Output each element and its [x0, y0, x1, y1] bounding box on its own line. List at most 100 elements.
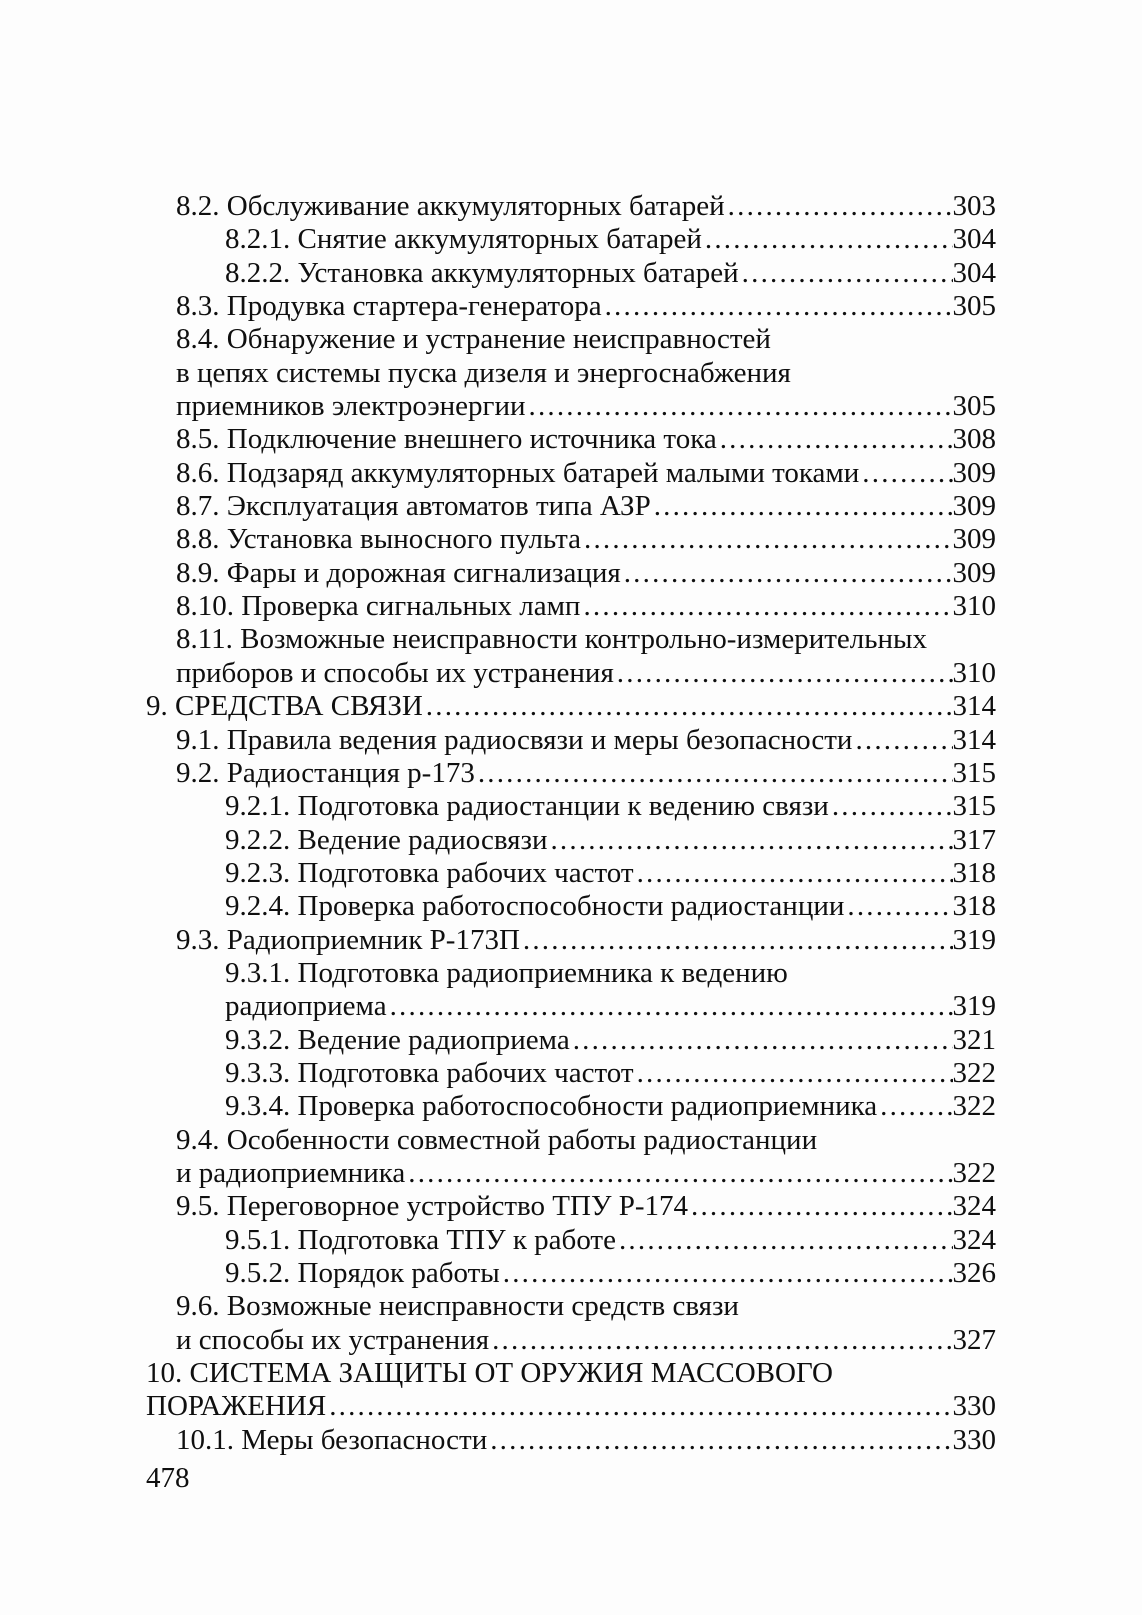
page-number: 318	[952, 856, 997, 889]
toc-line: 9.6. Возможные неисправности средств свя…	[146, 1290, 996, 1323]
toc-line: 9.1. Правила ведения радиосвязи и меры б…	[146, 724, 996, 757]
toc-line-text: радиоприема	[225, 990, 387, 1023]
toc-line-text: 9.3.3. Подготовка рабочих частот	[225, 1056, 634, 1089]
toc-line-text: 9.3.1. Подготовка радиоприемника к веден…	[225, 956, 788, 989]
toc-line: 9.3.3. Подготовка рабочих частот 322	[146, 1057, 996, 1090]
toc-line-text: в цепях системы пуска дизеля и энергосна…	[176, 356, 791, 389]
page-number: 315	[952, 790, 997, 823]
toc-line: в цепях системы пуска дизеля и энергосна…	[146, 357, 996, 390]
page-number: 305	[952, 390, 997, 423]
page-number: 319	[952, 990, 997, 1023]
dot-leader	[829, 790, 953, 823]
toc-line-text: и способы их устранения	[176, 1323, 490, 1356]
toc-line-text: 9.3. Радиоприемник Р-173П	[176, 923, 520, 956]
page-number: 322	[952, 1156, 997, 1189]
toc-line: радиоприема 319	[146, 990, 996, 1023]
dot-leader	[614, 657, 953, 690]
page-number: 314	[952, 723, 997, 756]
toc-line-text: 8.8. Установка выносного пульта	[176, 523, 582, 556]
page-number: 305	[952, 290, 997, 323]
toc-line: 8.7. Эксплуатация автоматов типа АЗР 309	[146, 490, 996, 523]
toc-line: 8.8. Установка выносного пульта 309	[146, 523, 996, 556]
toc-line-text: 9.2.2. Ведение радиосвязи	[225, 823, 548, 856]
toc-line-text: 9.5.2. Порядок работы	[225, 1257, 500, 1289]
toc-line-text: ПОРАЖЕНИЯ	[146, 1390, 327, 1423]
dot-leader	[634, 1057, 953, 1090]
toc-line: 8.3. Продувка стартера-генератора 305	[146, 290, 996, 323]
toc-line-text: 8.10. Проверка сигнальных ламп	[176, 590, 581, 623]
page-number: 317	[952, 823, 997, 856]
page-number: 309	[952, 490, 997, 523]
toc-line: 8.11. Возможные неисправности контрольно…	[146, 623, 996, 656]
toc-line-text: 10.1. Меры безопасности	[176, 1423, 488, 1456]
footer-page-number: 478	[146, 1462, 190, 1494]
toc-line: 9.2.1. Подготовка радиостанции к ведению…	[146, 790, 996, 823]
page-number: 303	[952, 190, 997, 222]
toc-line: 9.3.2. Ведение радиоприема 321	[146, 1024, 996, 1057]
toc-line-text: 10. СИСТЕМА ЗАЩИТЫ ОТ ОРУЖИЯ МАССОВОГО	[146, 1357, 833, 1390]
toc-line-text: 8.2.2. Установка аккумуляторных батарей	[225, 256, 739, 289]
toc-line: 9.2.4. Проверка работоспособности радиос…	[146, 890, 996, 923]
toc-line-text: 9.5.1. Подготовка ТПУ к работе	[225, 1223, 616, 1256]
dot-leader	[688, 1190, 952, 1223]
toc-line-text: 9.5. Переговорное устройство ТПУ Р-174	[176, 1190, 689, 1223]
toc-line: 9. СРЕДСТВА СВЯЗИ 314	[146, 690, 996, 723]
page-number: 324	[952, 1190, 997, 1223]
page-number: 309	[952, 456, 997, 489]
toc-line-text: 9.4. Особенности совместной работы радио…	[176, 1123, 818, 1156]
page-number: 315	[952, 756, 997, 789]
toc-line: 10. СИСТЕМА ЗАЩИТЫ ОТ ОРУЖИЯ МАССОВОГО	[146, 1357, 996, 1390]
page-number: 314	[952, 690, 997, 723]
toc-line: 8.9. Фары и дорожная сигнализация 309	[146, 557, 996, 590]
toc-line: 9.4. Особенности совместной работы радио…	[146, 1124, 996, 1157]
dot-leader	[739, 257, 953, 290]
dot-leader	[520, 924, 953, 957]
dot-leader	[621, 557, 953, 590]
toc-line: 8.2.1. Снятие аккумуляторных батарей 304	[146, 223, 996, 256]
toc-line-text: 8.6. Подзаряд аккумуляторных батарей мал…	[176, 456, 860, 489]
toc-line-text: 9.2.4. Проверка работоспособности радиос…	[225, 890, 845, 923]
dot-leader	[526, 390, 953, 423]
dot-leader	[570, 1024, 953, 1057]
page-number: 308	[952, 423, 997, 456]
toc-line-text: 9.1. Правила ведения радиосвязи и меры б…	[176, 723, 853, 756]
toc-line-text: 8.7. Эксплуатация автоматов типа АЗР	[176, 490, 651, 523]
toc-line-text: 9.2.3. Подготовка рабочих частот	[225, 856, 634, 889]
toc-line-text: 8.9. Фары и дорожная сигнализация	[176, 556, 621, 589]
toc-line: приборов и способы их устранения 310	[146, 657, 996, 690]
dot-leader	[423, 690, 953, 723]
page-number: 324	[952, 1223, 997, 1256]
toc-line: 9.5.2. Порядок работы 326	[146, 1257, 996, 1290]
page-number: 327	[952, 1323, 997, 1356]
page-number: 330	[952, 1423, 997, 1456]
toc-line: 8.2.2. Установка аккумуляторных батарей 3…	[146, 257, 996, 290]
toc-line-text: 8.3. Продувка стартера-генератора	[176, 290, 602, 323]
dot-leader	[651, 490, 953, 523]
toc-line: 9.2. Радиостанция р-173 315	[146, 757, 996, 790]
page-number: 321	[952, 1023, 997, 1056]
toc-line: 9.2.3. Подготовка рабочих частот 318	[146, 857, 996, 890]
toc-line: ПОРАЖЕНИЯ 330	[146, 1390, 996, 1423]
page-number: 322	[952, 1056, 997, 1089]
toc-line-text: 9.3.4. Проверка работоспособности радиоп…	[225, 1090, 878, 1123]
toc-line: и способы их устранения 327	[146, 1324, 996, 1357]
page-number: 322	[952, 1090, 997, 1123]
dot-leader	[547, 824, 952, 857]
dot-leader	[616, 1224, 953, 1257]
toc-line-text: 9.2. Радиостанция р-173	[176, 756, 475, 789]
toc-line: 8.2. Обслуживание аккумуляторных батарей…	[146, 190, 996, 223]
toc-line-text: приборов и способы их устранения	[176, 656, 614, 689]
toc-line: 8.10. Проверка сигнальных ламп 310	[146, 590, 996, 623]
toc-line: 9.3.1. Подготовка радиоприемника к веден…	[146, 957, 996, 990]
dot-leader	[725, 190, 953, 223]
page-number: 330	[952, 1390, 997, 1423]
dot-leader	[489, 1324, 952, 1357]
toc-line-text: 9.6. Возможные неисправности средств свя…	[176, 1290, 739, 1323]
dot-leader	[487, 1424, 952, 1457]
toc-line-text: приемников электроэнергии	[176, 390, 526, 423]
page-number: 326	[952, 1257, 997, 1289]
dot-leader	[602, 290, 953, 323]
toc-line-text: и радиоприемника	[176, 1156, 406, 1189]
toc-line-text: 9.3.2. Ведение радиоприема	[225, 1023, 570, 1056]
